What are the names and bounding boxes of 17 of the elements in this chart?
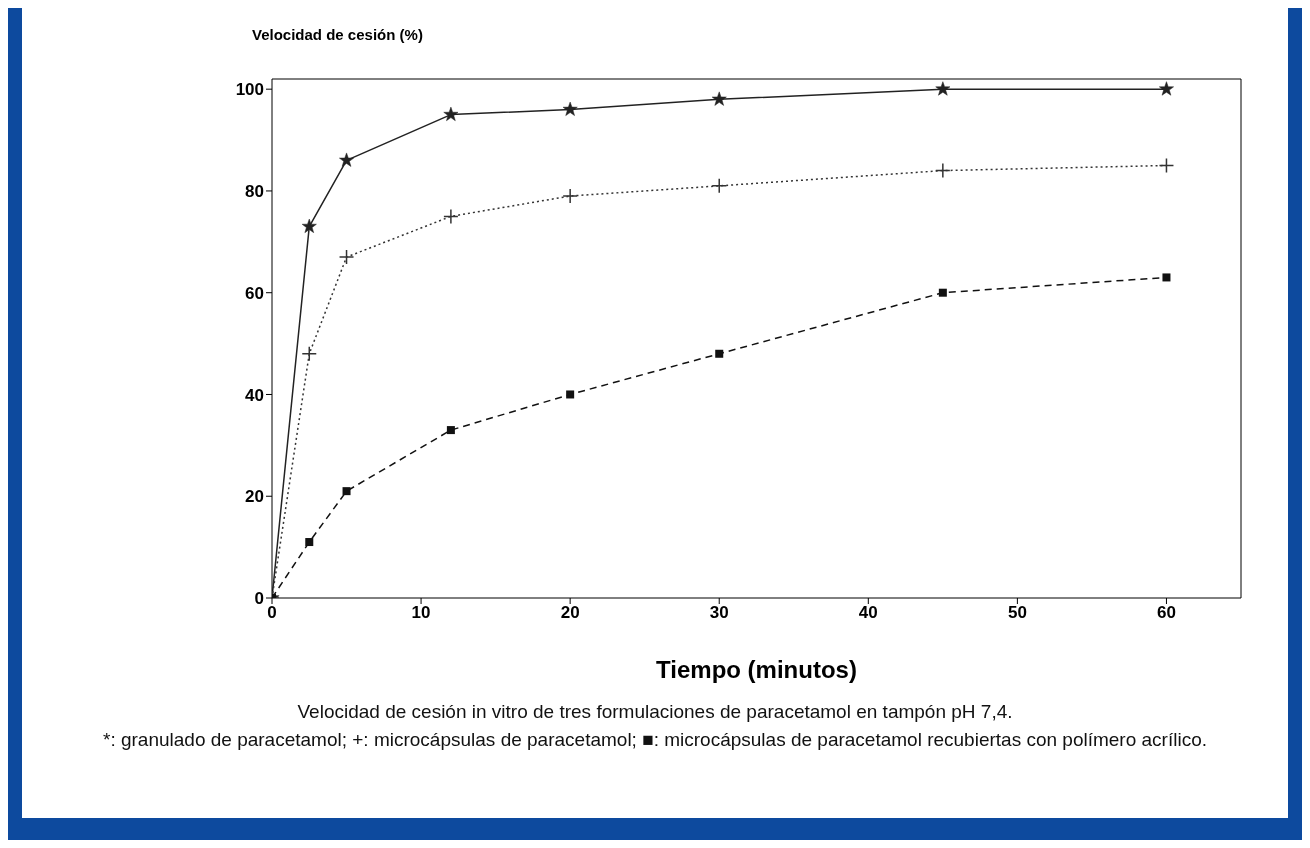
x-tick-label: 10 bbox=[411, 603, 431, 623]
x-tick-label: 50 bbox=[1007, 603, 1027, 623]
y-tick-label: 40 bbox=[245, 385, 264, 405]
text: Velocidad de cesión in vitro de tres formulaciones de paracetamol en tampón pH 7,4. bbox=[296, 700, 1014, 724]
x-tick-label: 20 bbox=[560, 603, 580, 623]
y-tick-label: 80 bbox=[245, 181, 264, 201]
x-axis-title: Tiempo (minutos) bbox=[656, 656, 857, 683]
x-tick-label: 60 bbox=[1157, 603, 1176, 623]
y-tick-label: 20 bbox=[245, 487, 264, 507]
y-axis-title: Velocidad de cesión (%) bbox=[252, 26, 423, 43]
y-tick-label: 0 bbox=[254, 589, 264, 609]
x-tick-label: 30 bbox=[709, 603, 729, 623]
text: *: granulado de paracetamol; +: microcápsulas de paracetamol; ■: microcápsulas de paracetamol recubiertas con polímero acrílico. bbox=[102, 728, 1208, 752]
x-tick-label: 0 bbox=[267, 603, 277, 623]
x-tick-label: 40 bbox=[858, 603, 878, 623]
y-tick-label: 60 bbox=[245, 283, 264, 303]
y-tick-label: 100 bbox=[235, 80, 264, 100]
